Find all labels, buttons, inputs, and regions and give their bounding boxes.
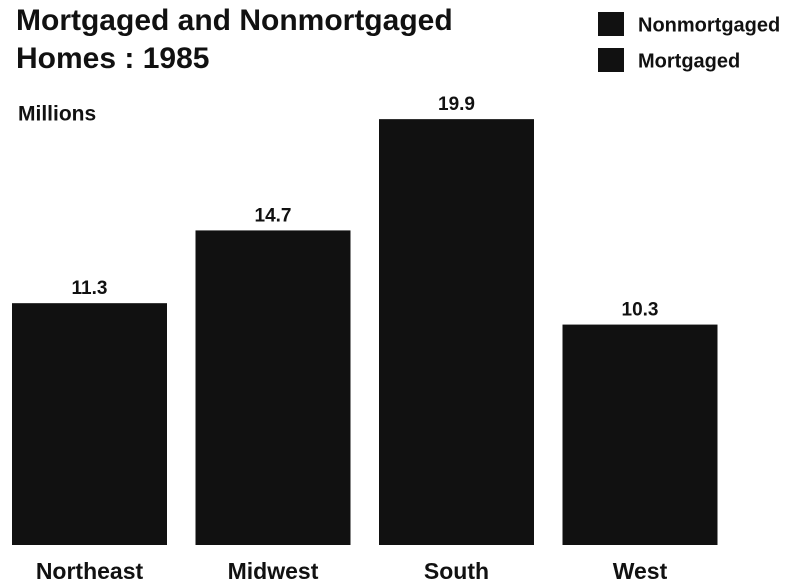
- x-tick-label: Northeast: [36, 558, 144, 584]
- value-label: 11.3: [72, 278, 108, 299]
- legend-label: Mortgaged: [638, 50, 740, 72]
- value-label: 10.3: [622, 300, 659, 321]
- value-label: 19.9: [438, 94, 475, 115]
- x-tick-label: Midwest: [228, 558, 319, 584]
- unit-label: Millions: [18, 103, 96, 126]
- x-tick-label: West: [613, 558, 668, 584]
- chart-title: Homes : 1985: [16, 42, 209, 75]
- value-label: 14.7: [255, 205, 292, 226]
- bar: [379, 119, 534, 545]
- bar: [12, 303, 167, 545]
- x-tick-label: South: [424, 558, 489, 584]
- bar: [562, 324, 718, 545]
- legend-swatch: [598, 12, 624, 36]
- legend-swatch: [598, 48, 624, 72]
- bar: [195, 230, 351, 546]
- legend-label: Nonmortgaged: [638, 14, 780, 36]
- chart-title: Mortgaged and Nonmortgaged: [16, 4, 453, 37]
